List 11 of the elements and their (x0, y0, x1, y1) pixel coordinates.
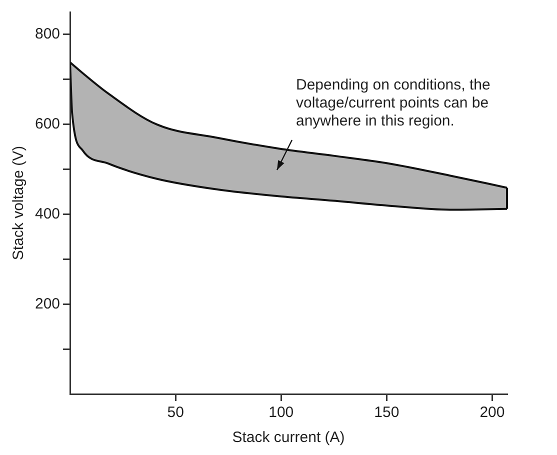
y-tick-label: 600 (34, 115, 60, 132)
x-axis-title: Stack current (A) (232, 429, 345, 446)
y-axis-title: Stack voltage (V) (10, 146, 28, 260)
x-tick-label: 100 (268, 404, 294, 422)
x-tick-label: 50 (167, 404, 184, 422)
y-tick-label: 200 (34, 295, 60, 312)
x-tick-label: 150 (374, 404, 400, 422)
annotation: Depending on conditions, the voltage/current points can be anywhere in this region. (296, 76, 490, 130)
y-tick-label: 400 (34, 205, 60, 222)
x-tick-label: 200 (480, 404, 505, 422)
y-tick-label: 800 (34, 26, 60, 43)
